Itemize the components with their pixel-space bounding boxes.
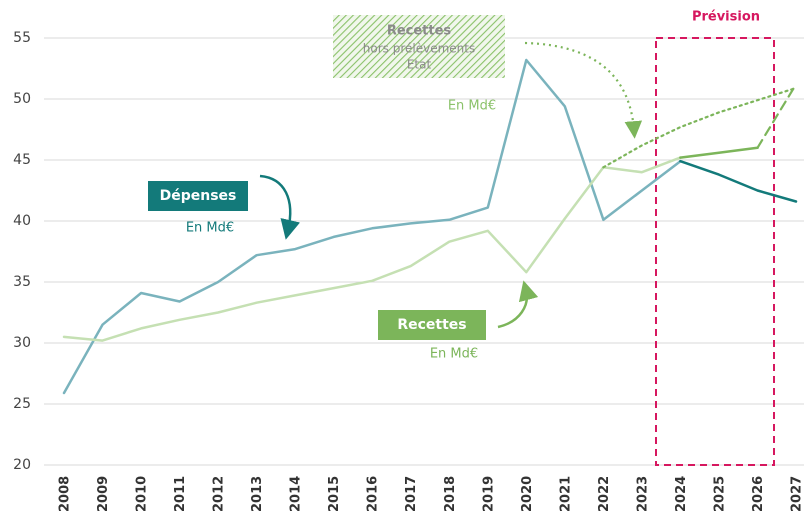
- x-tick-label: 2017: [404, 476, 419, 512]
- x-tick-label: 2013: [250, 476, 265, 512]
- y-tick-label: 20: [13, 457, 31, 473]
- x-tick-label: 2011: [173, 476, 188, 512]
- x-tick-label: 2023: [635, 476, 650, 512]
- recettes-hp-title: Recettes: [387, 24, 452, 39]
- y-tick-label: 55: [13, 30, 31, 46]
- x-tick-label: 2010: [135, 476, 150, 512]
- x-tick-label: 2008: [58, 476, 73, 512]
- legend-label: Dépenses: [160, 188, 237, 204]
- x-tick-label: 2020: [520, 476, 535, 512]
- y-tick-label: 40: [13, 213, 31, 229]
- x-tick-label: 2016: [366, 476, 381, 512]
- y-tick-label: 30: [13, 335, 31, 351]
- x-tick-label: 2027: [790, 476, 804, 512]
- series-line: [680, 161, 796, 201]
- arrow: [260, 176, 290, 230]
- unit-label: En Md€: [448, 99, 496, 114]
- x-tick-label: 2019: [481, 476, 496, 512]
- forecast-box: [656, 38, 774, 465]
- y-tick-label: 25: [13, 396, 31, 412]
- x-tick-label: 2012: [212, 476, 227, 512]
- x-tick-label: 2009: [96, 476, 111, 512]
- series-line: [680, 148, 757, 158]
- unit-label: En Md€: [430, 347, 478, 362]
- x-tick-label: 2021: [558, 476, 573, 512]
- legend-label: Recettes: [397, 317, 466, 333]
- x-tick-label: 2015: [327, 476, 342, 512]
- x-tick-label: 2018: [443, 476, 458, 512]
- y-tick-label: 50: [13, 91, 31, 107]
- x-tick-label: 2024: [674, 476, 689, 512]
- y-tick-label: 45: [13, 152, 31, 168]
- x-tick-label: 2022: [597, 476, 612, 512]
- x-tick-label: 2026: [751, 476, 766, 512]
- recettes-hp-sub: Etat: [407, 58, 432, 72]
- x-tick-label: 2025: [712, 476, 727, 512]
- unit-label: En Md€: [186, 221, 234, 236]
- arrow: [525, 43, 634, 130]
- forecast-label: Prévision: [692, 10, 760, 25]
- arrow: [498, 290, 527, 327]
- x-tick-label: 2014: [289, 476, 304, 512]
- y-tick-label: 35: [13, 274, 31, 290]
- recettes-hp-sub: hors prélèvements: [363, 42, 475, 56]
